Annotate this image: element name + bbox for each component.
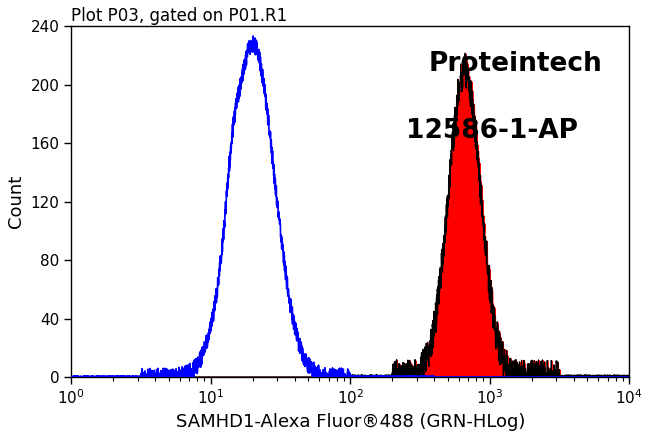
Text: Plot P03, gated on P01.R1: Plot P03, gated on P01.R1	[72, 7, 287, 25]
X-axis label: SAMHD1-Alexa Fluor®488 (GRN-HLog): SAMHD1-Alexa Fluor®488 (GRN-HLog)	[176, 413, 525, 431]
Text: Proteintech: Proteintech	[428, 51, 602, 77]
Text: 12586-1-AP: 12586-1-AP	[406, 118, 578, 144]
Y-axis label: Count: Count	[7, 175, 25, 228]
